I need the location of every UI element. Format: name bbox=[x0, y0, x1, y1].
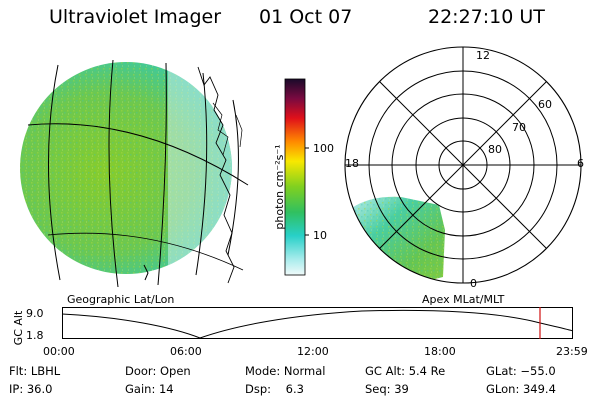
mlt-label-18: 18 bbox=[345, 157, 359, 170]
colorbar-tick-10: 10 bbox=[313, 229, 327, 242]
app-title: Ultraviolet Imager bbox=[49, 6, 222, 28]
geo-plot-label: Geographic Lat/Lon bbox=[67, 293, 175, 306]
status-door: Door: Open bbox=[125, 364, 191, 378]
status-flt: Flt: LBHL bbox=[9, 364, 61, 378]
polar-plot bbox=[344, 46, 582, 284]
geographic-image bbox=[20, 59, 249, 288]
status-gc-alt: GC Alt: 5.4 Re bbox=[365, 364, 446, 378]
altitude-xtick-0000: 00:00 bbox=[43, 345, 75, 358]
altitude-ytick-high: 9.0 bbox=[26, 307, 44, 320]
altitude-ylabel: GC Alt bbox=[12, 310, 25, 346]
status-glat: GLat: −55.0 bbox=[486, 364, 556, 378]
status-ip: IP: 36.0 bbox=[9, 382, 53, 396]
status-gain: Gain: 14 bbox=[125, 382, 174, 396]
mlat-label-80: 80 bbox=[488, 143, 502, 156]
status-mode: Mode: Normal bbox=[245, 364, 326, 378]
altitude-xtick-1200: 12:00 bbox=[297, 345, 329, 358]
altitude-strip bbox=[61, 307, 574, 339]
altitude-xtick-2359: 23:59 bbox=[556, 345, 588, 358]
status-seq: Seq: 39 bbox=[365, 382, 409, 396]
mlat-label-70: 70 bbox=[512, 121, 526, 134]
colorbar bbox=[284, 78, 309, 276]
mlt-label-0: 0 bbox=[470, 277, 477, 290]
altitude-xtick-1800: 18:00 bbox=[424, 345, 456, 358]
altitude-ytick-low: 1.8 bbox=[26, 329, 44, 342]
colorbar-unit-label: photon cm⁻²s⁻¹ bbox=[273, 144, 286, 230]
date-label: 01 Oct 07 bbox=[259, 6, 353, 28]
time-label: 22:27:10 UT bbox=[428, 6, 545, 28]
mlt-label-6: 6 bbox=[577, 157, 584, 170]
status-dsp: Dsp: 6.3 bbox=[245, 382, 304, 396]
mlt-label-12: 12 bbox=[476, 49, 490, 62]
mlat-label-60: 60 bbox=[538, 98, 552, 111]
colorbar-tick-100: 100 bbox=[313, 142, 334, 155]
polar-plot-label: Apex MLat/MLT bbox=[422, 293, 505, 306]
altitude-xtick-0600: 06:00 bbox=[170, 345, 202, 358]
status-glon: GLon: 349.4 bbox=[486, 382, 556, 396]
